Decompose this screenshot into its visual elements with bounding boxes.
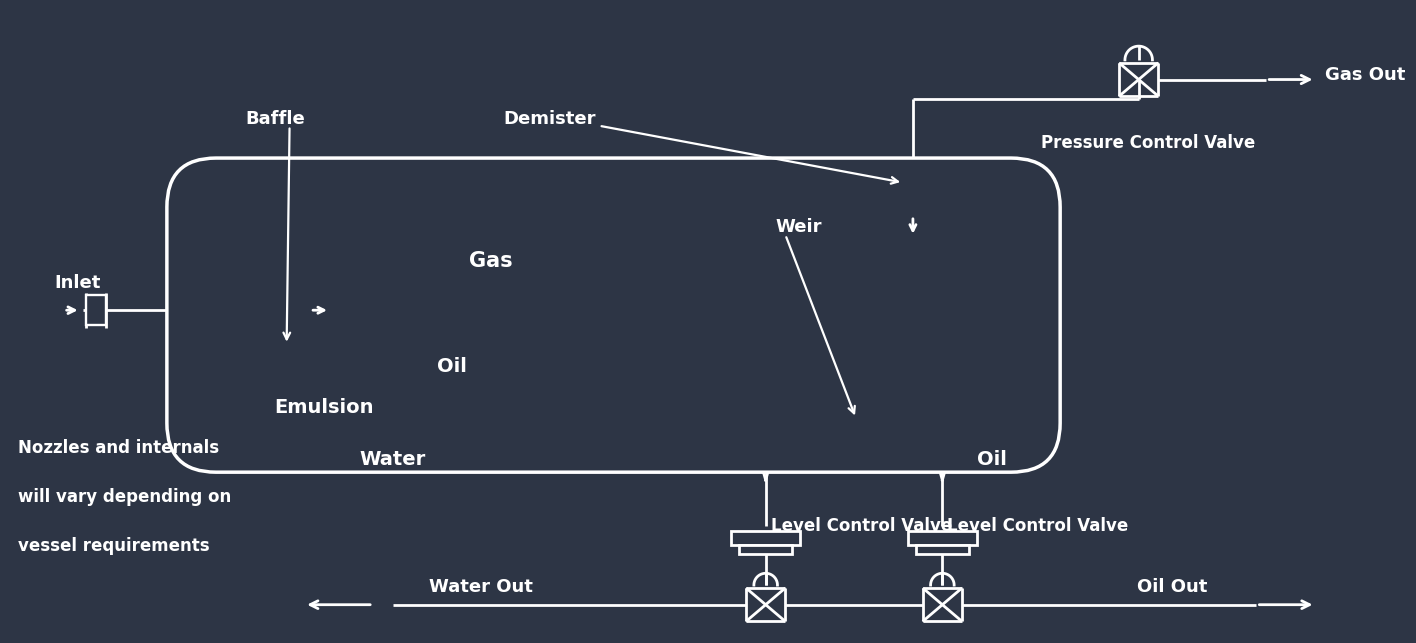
Text: will vary depending on: will vary depending on bbox=[17, 488, 231, 506]
Text: vessel requirements: vessel requirements bbox=[17, 537, 210, 555]
Text: Level Control Valve: Level Control Valve bbox=[947, 517, 1129, 535]
Text: Nozzles and internals: Nozzles and internals bbox=[17, 439, 219, 457]
Text: Oil Out: Oil Out bbox=[1137, 578, 1208, 596]
Bar bbox=[270, 291, 309, 329]
Text: Baffle: Baffle bbox=[245, 110, 304, 128]
Bar bbox=[739, 545, 792, 554]
Text: Level Control Valve: Level Control Valve bbox=[770, 517, 952, 535]
Text: Pressure Control Valve: Pressure Control Valve bbox=[1041, 134, 1256, 152]
Text: Weir: Weir bbox=[776, 218, 821, 236]
Bar bbox=[731, 531, 800, 545]
Bar bbox=[908, 531, 977, 545]
Text: Oil: Oil bbox=[977, 450, 1007, 469]
Bar bbox=[86, 296, 106, 325]
Text: Water: Water bbox=[360, 450, 426, 469]
FancyBboxPatch shape bbox=[167, 158, 1061, 472]
Text: Gas Out: Gas Out bbox=[1325, 66, 1406, 84]
Text: Gas: Gas bbox=[469, 251, 513, 271]
Text: Inlet: Inlet bbox=[54, 274, 101, 292]
Text: Demister: Demister bbox=[504, 110, 596, 128]
Bar bbox=[916, 545, 969, 554]
Text: Water Out: Water Out bbox=[429, 578, 532, 596]
Text: Oil: Oil bbox=[436, 357, 466, 376]
Text: Emulsion: Emulsion bbox=[275, 398, 374, 417]
